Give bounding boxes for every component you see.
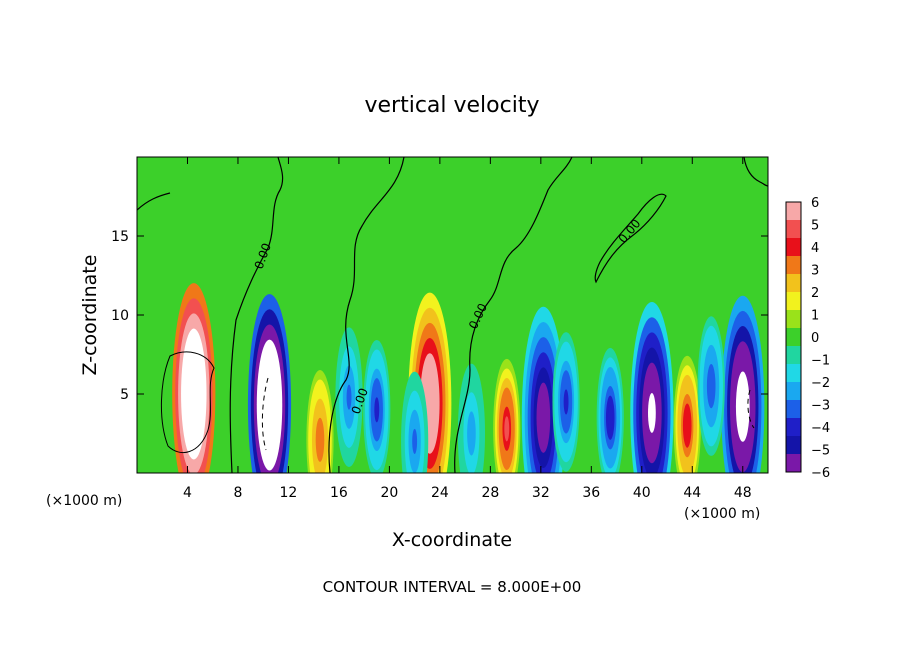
x-unit-right: (×1000 m) <box>684 506 760 522</box>
zero-contours <box>137 157 768 473</box>
heat-shell <box>189 374 198 414</box>
heat-cell <box>401 371 429 473</box>
x-tick-label: 12 <box>280 485 298 501</box>
heat-cell <box>493 358 521 473</box>
x-axis: 4 8 12 16 20 24 28 32 36 40 44 48 <box>183 157 752 501</box>
colorbar-swatch <box>786 274 801 293</box>
heat-cell <box>697 316 725 456</box>
heat-shell <box>648 392 656 433</box>
heat-cell <box>673 355 701 473</box>
zero-contour <box>328 157 405 473</box>
colorbar-label: 1 <box>811 309 819 324</box>
x-tick-label: 44 <box>683 485 701 501</box>
x-unit-left: (×1000 m) <box>46 493 122 509</box>
colorbar-label: 6 <box>811 196 819 211</box>
colorbar-swatch <box>786 346 801 365</box>
x-tick-label: 36 <box>582 485 600 501</box>
heat-cell <box>247 294 292 473</box>
x-tick-label: 20 <box>380 485 398 501</box>
y-tick-label: 15 <box>111 229 129 245</box>
colorbar-swatch <box>786 418 801 437</box>
zero-contour <box>229 157 284 473</box>
chart-title: vertical velocity <box>364 93 539 118</box>
inner-contour <box>261 377 269 451</box>
heat-cell <box>596 347 624 473</box>
heat-cell <box>457 363 486 473</box>
colorbar-swatch <box>786 220 801 239</box>
colorbar-label: −1 <box>811 354 830 369</box>
colorbar-label: −4 <box>811 421 830 436</box>
colorbar-swatch <box>786 364 801 383</box>
colorbar-label: −6 <box>811 466 830 481</box>
x-tick-label: 32 <box>532 485 550 501</box>
heat-cell <box>630 302 674 473</box>
heat-cell <box>306 370 334 473</box>
x-tick-label: 4 <box>183 485 192 501</box>
zero-contour <box>743 157 768 187</box>
x-axis-label: X-coordinate <box>392 529 512 551</box>
heat-shell <box>265 385 274 426</box>
colorbar-label: 3 <box>811 264 819 279</box>
colorbar-swatch <box>786 436 801 455</box>
colorbar-label: 5 <box>811 219 819 234</box>
colorbar-swatch <box>786 310 801 329</box>
x-tick-label: 28 <box>481 485 499 501</box>
heat-cell <box>552 332 580 472</box>
heat-shell <box>425 383 434 424</box>
colorbar-swatch <box>786 328 801 347</box>
contour-interval-note: CONTOUR INTERVAL = 8.000E+00 <box>323 578 582 596</box>
heat-shell <box>563 389 569 415</box>
heat-shell <box>738 386 747 427</box>
heat-shell <box>539 397 548 438</box>
colorbar-label: −5 <box>811 444 830 459</box>
y-tick-label: 10 <box>111 308 129 324</box>
heat-cell <box>172 283 216 473</box>
zero-contour <box>594 193 667 284</box>
heat-cell <box>363 339 391 473</box>
colorbar-swatch <box>786 256 801 275</box>
heat-shell <box>346 384 352 410</box>
colorbar: 6 5 4 3 2 1 0 −1 −2 −3 −4 −5 −6 <box>785 196 830 481</box>
heat-shell <box>374 397 380 423</box>
colorbar-label: 2 <box>811 286 819 301</box>
heat-shell <box>504 416 510 442</box>
x-tick-label: 40 <box>633 485 651 501</box>
inner-contour <box>747 389 755 429</box>
colorbar-label: −3 <box>811 399 830 414</box>
colorbar-swatch <box>786 202 801 221</box>
colorbar-swatch <box>786 382 801 401</box>
colorbar-label: −2 <box>811 376 830 391</box>
x-tick-label: 24 <box>431 485 449 501</box>
colorbar-swatch <box>786 454 801 473</box>
colorbar-label: 0 <box>811 331 819 346</box>
x-tick-label: 48 <box>734 485 752 501</box>
heat-shell <box>607 405 613 431</box>
colorbar-swatch <box>786 292 801 311</box>
colorbar-swatch <box>786 238 801 257</box>
y-axis: 5 10 15 <box>111 229 768 403</box>
heat-shell <box>708 373 714 399</box>
plot-area: 0.00 0.00 0.00 0.00 0.00 <box>136 156 769 474</box>
heat-cell <box>335 327 363 467</box>
inner-contour <box>161 351 215 454</box>
x-tick-label: 8 <box>233 485 242 501</box>
heatmap <box>172 283 765 473</box>
colorbar-label: 4 <box>811 241 819 256</box>
colorbar-frame <box>785 201 802 473</box>
zero-contour <box>454 157 573 473</box>
heat-shell <box>317 427 323 453</box>
heat-shell <box>684 413 690 439</box>
x-tick-label: 16 <box>330 485 348 501</box>
y-tick-label: 5 <box>120 387 129 403</box>
zero-contour <box>137 192 171 211</box>
y-axis-label: Z-coordinate <box>79 255 101 376</box>
colorbar-swatch <box>786 400 801 419</box>
heat-shell <box>468 420 474 447</box>
heat-shell <box>412 428 418 454</box>
heat-cell <box>721 295 765 473</box>
